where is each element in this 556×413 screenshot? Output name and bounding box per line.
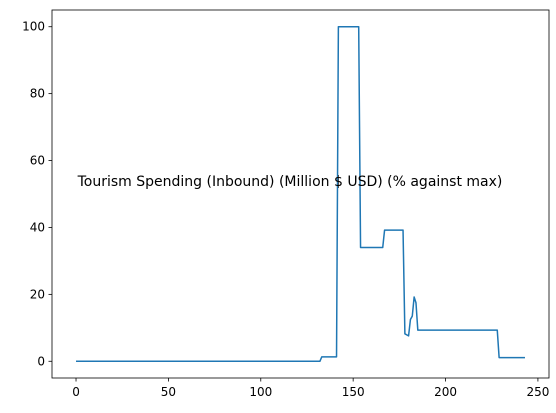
plot-frame (51, 9, 550, 379)
x-tick-label: 50 (161, 385, 176, 399)
plot-area (52, 10, 549, 378)
x-tick-label: 250 (526, 385, 549, 399)
y-tick-label: 60 (30, 154, 45, 168)
y-tick-label: 20 (30, 287, 45, 301)
y-tick-label: 40 (30, 220, 45, 234)
x-axis-ticks: 0 50 100 150 200 250 (72, 378, 549, 399)
x-tick-label: 100 (249, 385, 272, 399)
series-layer (76, 25, 525, 363)
chart-title: Tourism Spending (Inbound) (Million $ US… (77, 174, 503, 190)
x-tick-label: 150 (342, 385, 365, 399)
y-tick-label: 100 (22, 20, 45, 34)
y-axis-ticks: 0 20 40 60 80 100 (22, 20, 52, 368)
x-tick-label: 0 (72, 385, 80, 399)
y-tick-label: 0 (37, 354, 45, 368)
y-tick-label: 80 (30, 87, 45, 101)
x-tick-label: 200 (434, 385, 457, 399)
series-line (76, 25, 525, 363)
